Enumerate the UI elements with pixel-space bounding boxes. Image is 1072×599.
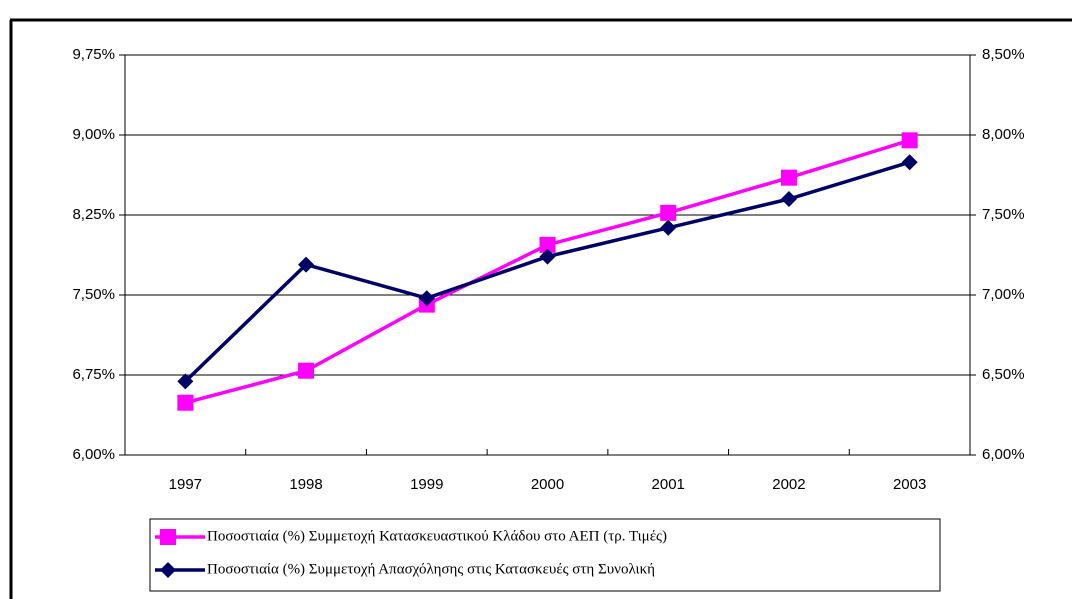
y2-tick-label: 6,50%	[982, 366, 1025, 383]
y2-tick-label: 6,00%	[982, 446, 1025, 463]
data-point	[539, 248, 556, 265]
data-point	[298, 256, 315, 273]
x-tick-label: 2002	[772, 476, 805, 493]
y2-tick-label: 7,00%	[982, 286, 1025, 303]
x-tick-label: 1997	[169, 476, 202, 493]
data-point	[660, 204, 677, 221]
series-line	[184, 160, 911, 383]
legend-marker	[160, 529, 176, 545]
legend-label: Ποσοστιαία (%) Συμμετοχή Απασχόλησης στι…	[207, 561, 655, 577]
data-point	[298, 362, 315, 379]
data-point	[780, 191, 797, 207]
x-tick-label: 2003	[893, 476, 926, 493]
data-point	[539, 236, 556, 253]
x-tick-label: 2001	[652, 476, 685, 493]
legend-label: Ποσοστιαία (%) Συμμετοχή Κατασκευαστικού…	[207, 528, 667, 544]
data-point	[418, 290, 435, 307]
x-tick-label: 1998	[289, 476, 322, 493]
y2-tick-label: 8,50%	[982, 46, 1025, 63]
data-point	[780, 169, 797, 186]
y2-tick-label: 8,00%	[982, 126, 1025, 143]
data-point	[177, 394, 194, 411]
data-point	[660, 219, 677, 236]
legend-box	[149, 518, 941, 592]
y-tick-label: 9,00%	[72, 126, 115, 143]
data-point	[901, 132, 918, 149]
series-line	[184, 138, 911, 405]
y2-tick-label: 7,50%	[982, 206, 1025, 223]
data-point	[177, 373, 194, 390]
x-tick-label: 2000	[531, 476, 564, 493]
y-tick-label: 8,25%	[72, 206, 115, 223]
legend-marker	[160, 562, 176, 578]
y-tick-label: 7,50%	[72, 286, 115, 303]
y-tick-label: 6,00%	[72, 446, 115, 463]
data-point	[901, 154, 918, 171]
y-tick-label: 9,75%	[72, 46, 115, 63]
y-tick-label: 6,75%	[72, 366, 115, 383]
x-tick-label: 1999	[410, 476, 443, 493]
